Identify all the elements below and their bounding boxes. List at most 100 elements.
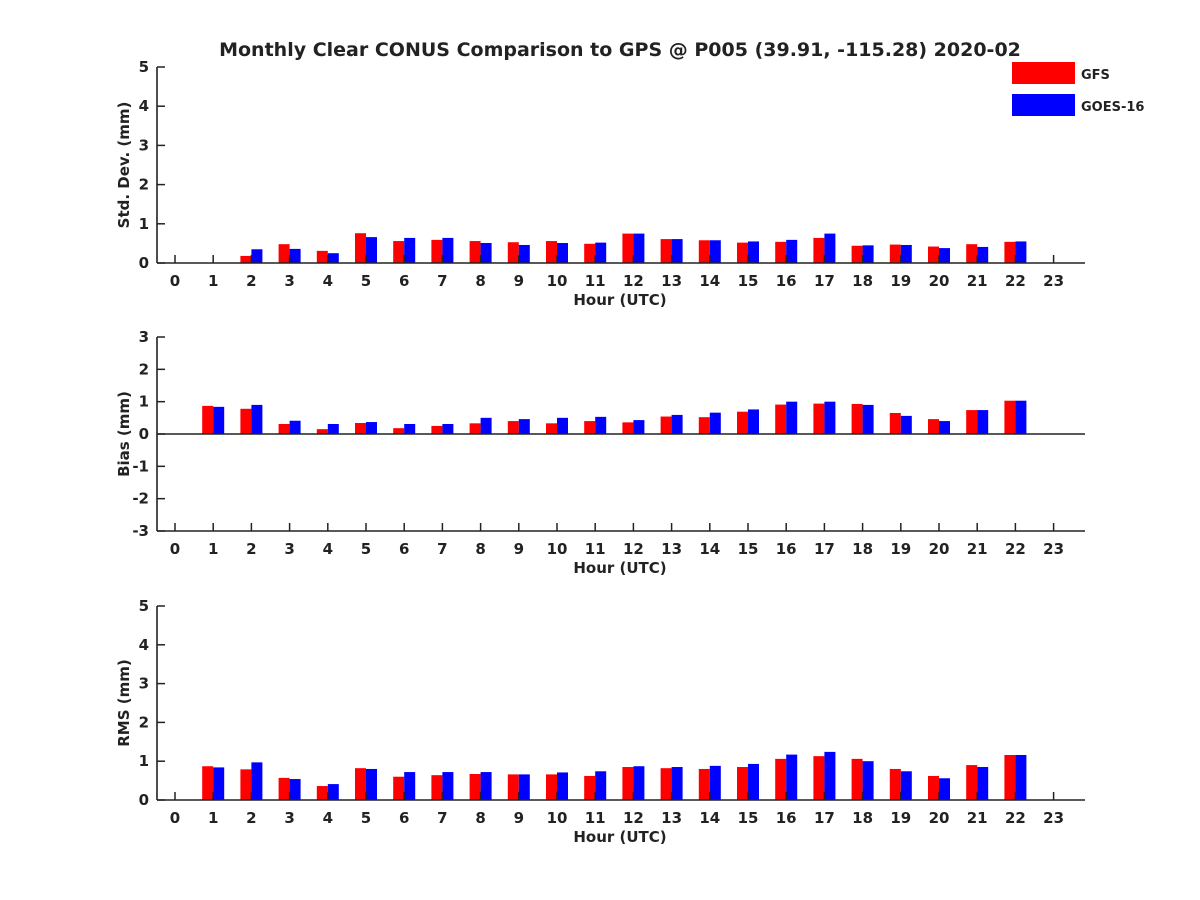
bar-goes16-hour-16 [786,401,798,434]
bar-goes16-hour-1 [213,767,225,800]
bar-gfs-hour-2 [240,408,252,434]
x-tick-label: 6 [399,809,409,827]
x-tick-label: 10 [547,540,568,558]
x-tick-label: 14 [699,809,720,827]
x-tick-label: 22 [1005,809,1026,827]
bar-gfs-hour-14 [698,768,710,800]
bar-gfs-hour-21 [966,410,978,434]
bar-goes16-hour-16 [786,754,798,800]
x-tick-label: 15 [738,809,759,827]
x-tick-label: 11 [585,540,606,558]
bar-gfs-hour-17 [813,756,825,800]
x-axis-label: Hour (UTC) [573,291,666,309]
x-tick-label: 16 [776,540,797,558]
bar-goes16-hour-11 [595,416,607,434]
bar-goes16-hour-1 [213,406,225,434]
x-tick-label: 9 [514,540,524,558]
bar-goes16-hour-11 [595,771,607,800]
bar-goes16-hour-22 [1015,400,1027,434]
y-tick-label: 4 [139,636,149,654]
x-tick-label: 18 [852,272,873,290]
x-tick-label: 17 [814,540,835,558]
x-tick-label: 0 [170,540,180,558]
legend: GFS GOES-16 [1012,62,1144,116]
bar-gfs-hour-19 [889,244,901,263]
x-tick-label: 17 [814,809,835,827]
bar-goes16-hour-6 [404,423,416,434]
bar-goes16-hour-12 [633,420,645,434]
y-tick-label: 0 [139,254,149,272]
bar-goes16-hour-6 [404,772,416,800]
bar-gfs-hour-6 [393,241,405,263]
x-tick-label: 2 [246,272,256,290]
bar-gfs-hour-3 [278,244,290,263]
x-tick-label: 20 [929,540,950,558]
x-tick-label: 10 [547,809,568,827]
bar-gfs-hour-19 [889,768,901,800]
bar-gfs-hour-16 [775,241,787,263]
chart-title: Monthly Clear CONUS Comparison to GPS @ … [219,39,1021,61]
x-tick-label: 13 [661,540,682,558]
bar-gfs-hour-21 [966,765,978,800]
x-tick-label: 22 [1005,540,1026,558]
bar-gfs-hour-11 [584,421,596,434]
bar-goes16-hour-9 [518,419,530,434]
bar-goes16-hour-21 [977,410,989,434]
bar-gfs-hour-3 [278,423,290,434]
x-tick-label: 7 [437,540,447,558]
bar-goes16-hour-20 [939,421,950,434]
bar-goes16-hour-20 [939,778,950,800]
bar-goes16-hour-7 [442,423,454,434]
bar-gfs-hour-1 [202,405,214,434]
bar-gfs-hour-8 [469,774,481,800]
bar-goes16-hour-18 [862,761,874,800]
bar-goes16-hour-17 [824,233,836,263]
bar-gfs-hour-9 [507,421,519,434]
bar-gfs-hour-13 [660,239,672,263]
bar-gfs-hour-17 [813,237,825,263]
x-tick-label: 9 [514,272,524,290]
bar-goes16-hour-2 [251,249,263,263]
bar-goes16-hour-7 [442,237,454,263]
x-tick-label: 7 [437,272,447,290]
x-tick-label: 14 [699,272,720,290]
x-tick-label: 19 [890,540,911,558]
bar-gfs-hour-6 [393,428,405,434]
x-tick-label: 16 [776,809,797,827]
bar-gfs-hour-7 [431,425,443,434]
bar-goes16-hour-17 [824,751,836,800]
x-tick-label: 12 [623,809,644,827]
x-tick-label: 4 [323,540,333,558]
bar-gfs-hour-22 [1004,400,1016,434]
x-tick-label: 7 [437,809,447,827]
x-tick-label: 11 [585,809,606,827]
bar-gfs-hour-14 [698,240,710,263]
y-tick-label: -2 [132,490,149,508]
x-tick-label: 18 [852,540,873,558]
bar-goes16-hour-22 [1015,241,1027,263]
bar-goes16-hour-9 [518,244,530,263]
bar-gfs-hour-15 [737,242,748,263]
x-tick-label: 20 [929,809,950,827]
bar-goes16-hour-22 [1015,754,1027,800]
x-tick-label: 5 [361,272,371,290]
x-tick-label: 0 [170,809,180,827]
legend-label-gfs: GFS [1081,68,1110,83]
x-tick-label: 6 [399,540,409,558]
bar-gfs-hour-16 [775,758,787,800]
x-tick-label: 1 [208,809,218,827]
x-tick-label: 4 [323,809,333,827]
bar-goes16-hour-2 [251,762,263,800]
x-tick-label: 23 [1043,809,1064,827]
bar-gfs-hour-9 [507,774,519,800]
y-tick-label: 1 [139,752,149,770]
bar-goes16-hour-13 [671,414,683,434]
y-tick-label: 1 [139,215,149,233]
x-tick-label: 12 [623,540,644,558]
bar-gfs-hour-21 [966,244,978,263]
y-tick-label: 0 [139,791,149,809]
bar-goes16-hour-6 [404,237,416,263]
bar-goes16-hour-14 [709,240,721,263]
